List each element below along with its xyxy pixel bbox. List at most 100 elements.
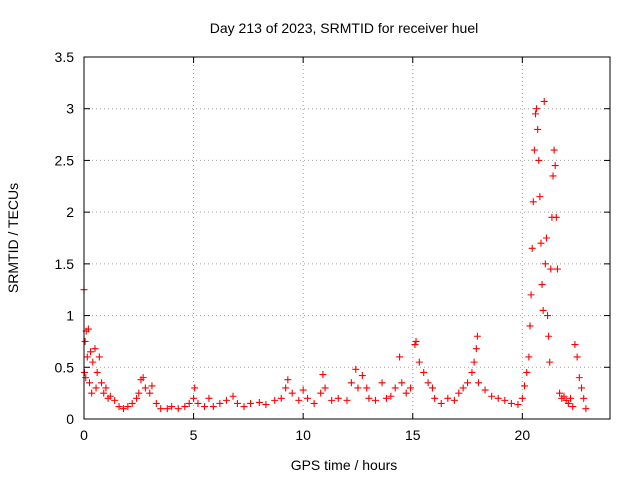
data-point (174, 405, 182, 413)
data-point (358, 372, 366, 380)
data-point (115, 403, 123, 411)
data-point (582, 405, 590, 413)
data-point (201, 403, 209, 411)
data-point (475, 379, 482, 387)
data-point (299, 386, 307, 394)
data-point (459, 384, 467, 392)
data-point (181, 403, 189, 411)
data-point (262, 401, 270, 409)
data-point (472, 345, 480, 353)
data-point (91, 345, 99, 353)
data-point (507, 399, 515, 407)
data-point (533, 105, 541, 113)
data-point (146, 389, 154, 397)
data-point (514, 401, 522, 409)
y-tick-label: 1 (66, 308, 74, 324)
data-point (304, 394, 312, 402)
data-point (560, 392, 568, 400)
data-point (284, 376, 292, 384)
data-point (544, 312, 552, 320)
data-point (444, 394, 452, 402)
data-point (148, 382, 156, 390)
data-point (473, 332, 481, 340)
data-point (102, 384, 110, 392)
data-point (365, 394, 373, 402)
data-point (163, 405, 171, 413)
data-point (470, 358, 478, 366)
data-point (194, 399, 202, 407)
y-tick-label: 0 (66, 411, 74, 427)
data-point (328, 396, 336, 404)
data-point (525, 353, 533, 361)
data-point (295, 396, 303, 404)
data-point (387, 392, 395, 400)
data-point (541, 260, 549, 268)
y-tick-label: 0.5 (55, 359, 75, 375)
data-series-huel (80, 97, 590, 413)
data-point (412, 337, 420, 345)
data-point (321, 384, 329, 392)
data-point (546, 358, 554, 366)
data-point (551, 162, 559, 170)
data-point (437, 399, 445, 407)
x-axis-label: GPS time / hours (291, 457, 398, 473)
data-point (233, 399, 241, 407)
data-point (139, 374, 147, 382)
data-point (575, 374, 583, 382)
y-axis-label: SRMTID / TECUs (5, 183, 21, 293)
data-point (82, 374, 90, 382)
x-tick-label: 20 (515, 427, 531, 443)
data-point (468, 368, 476, 376)
y-tick-label: 2 (66, 204, 74, 220)
x-tick-label: 15 (405, 427, 421, 443)
data-point (255, 398, 263, 406)
data-point (521, 382, 529, 390)
data-point (534, 125, 542, 133)
data-point (84, 325, 92, 333)
data-point (578, 384, 586, 392)
data-point (93, 368, 101, 376)
data-point (415, 358, 423, 366)
data-point (549, 172, 557, 180)
data-point (354, 384, 362, 392)
data-point (229, 392, 237, 400)
data-point (547, 265, 555, 273)
data-point (528, 244, 536, 252)
data-point (87, 348, 95, 356)
data-point (545, 332, 553, 340)
data-point (319, 371, 327, 379)
data-point (538, 281, 546, 289)
x-tick-label: 0 (80, 427, 88, 443)
data-point (371, 396, 379, 404)
data-point (407, 384, 415, 392)
data-point (552, 213, 560, 221)
data-point (580, 394, 588, 402)
data-point (271, 396, 279, 404)
data-point (83, 353, 91, 361)
data-point (531, 110, 539, 118)
data-point (240, 403, 248, 411)
data-point (540, 97, 548, 105)
x-tick-label: 10 (295, 427, 311, 443)
data-point (190, 394, 198, 402)
data-point (518, 394, 526, 402)
data-point (420, 368, 428, 376)
data-point (501, 396, 509, 404)
data-point (363, 384, 371, 392)
data-point (529, 198, 537, 206)
data-point (106, 392, 114, 400)
data-point (537, 239, 545, 247)
data-point (553, 265, 561, 273)
data-point (216, 399, 224, 407)
data-point (205, 394, 213, 402)
y-tick-label: 3.5 (55, 49, 75, 65)
data-point (526, 322, 534, 330)
data-point (411, 341, 419, 349)
data-point (564, 399, 572, 407)
plot-frame (83, 56, 611, 420)
data-point (523, 368, 531, 376)
data-point (569, 403, 577, 411)
data-point (352, 365, 360, 373)
grid (84, 57, 610, 419)
data-point (391, 384, 399, 392)
